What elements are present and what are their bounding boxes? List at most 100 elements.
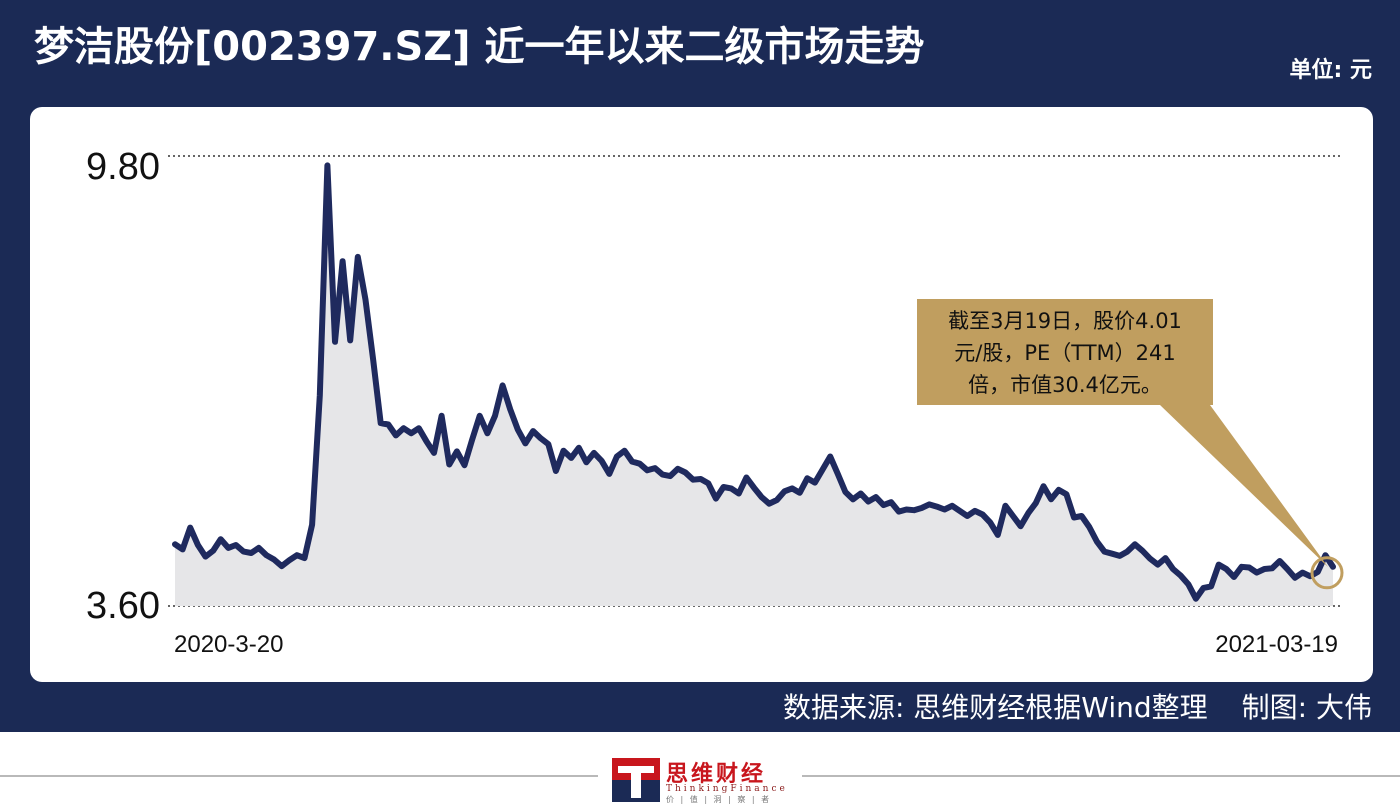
price-point xyxy=(669,475,671,477)
price-area xyxy=(175,165,1333,606)
callout-line-2: 元/股，PE（TTM）241 xyxy=(954,341,1176,365)
footer-rule-left xyxy=(0,775,598,777)
price-point xyxy=(608,473,610,475)
price-point xyxy=(288,559,290,561)
price-point xyxy=(631,461,633,463)
price-point xyxy=(654,467,656,469)
price-point xyxy=(844,491,846,493)
price-point xyxy=(624,450,626,452)
price-point xyxy=(509,408,511,410)
price-point xyxy=(1286,568,1288,570)
price-point xyxy=(982,514,984,516)
price-point xyxy=(639,463,641,465)
price-point xyxy=(1111,553,1113,555)
price-point xyxy=(1126,551,1128,553)
source-line: 数据来源: 思维财经根据Wind整理 制图: 大伟 xyxy=(783,686,1372,726)
x-start-label: 2020-3-20 xyxy=(174,631,283,658)
price-point xyxy=(456,450,458,452)
price-point xyxy=(730,487,732,489)
price-point xyxy=(250,552,252,554)
price-point xyxy=(799,492,801,494)
price-point xyxy=(883,504,885,506)
price-point xyxy=(966,515,968,517)
price-point xyxy=(951,505,953,507)
price-point xyxy=(784,490,786,492)
price-point xyxy=(974,510,976,512)
price-point xyxy=(464,464,466,466)
price-point xyxy=(372,358,374,360)
callout-line-1: 截至3月19日，股价4.01 xyxy=(948,309,1182,333)
price-point xyxy=(479,415,481,417)
chart-frame: 梦洁股份[002397.SZ] 近一年以来二级市场走势 单位: 元 9.80 3… xyxy=(0,0,1400,732)
price-point xyxy=(791,487,793,489)
price-point xyxy=(304,557,306,559)
author-label: 制图: 大伟 xyxy=(1241,691,1372,724)
price-point xyxy=(806,477,808,479)
price-point xyxy=(1058,489,1060,491)
price-point xyxy=(1256,572,1258,574)
price-point xyxy=(928,503,930,505)
price-point xyxy=(1195,598,1197,600)
price-point xyxy=(220,538,222,540)
price-point xyxy=(1172,568,1174,570)
price-point xyxy=(989,522,991,524)
price-point xyxy=(265,554,267,556)
callout-line-3: 倍，市值30.4亿元。 xyxy=(968,373,1162,397)
price-point xyxy=(1157,564,1159,566)
price-point xyxy=(532,430,534,432)
price-point xyxy=(837,473,839,475)
price-point xyxy=(692,479,694,481)
price-point xyxy=(258,547,260,549)
price-point xyxy=(563,450,565,452)
price-point xyxy=(448,464,450,466)
chart-panel: 9.80 3.60 2020-3-20 2021-03-19 截至3月19日，股… xyxy=(30,107,1373,682)
price-point xyxy=(441,415,443,417)
unit-label: 单位: 元 xyxy=(1289,58,1372,83)
price-point xyxy=(1302,572,1304,574)
price-point xyxy=(1134,543,1136,545)
price-point xyxy=(235,544,237,546)
price-point xyxy=(395,434,397,436)
price-point xyxy=(738,493,740,495)
price-point xyxy=(1248,567,1250,569)
price-point xyxy=(1035,502,1037,504)
price-point xyxy=(616,456,618,458)
price-point xyxy=(585,461,587,463)
price-point xyxy=(517,429,519,431)
logo-mark-icon xyxy=(612,758,660,802)
price-point xyxy=(1103,551,1105,553)
price-point xyxy=(700,478,702,480)
price-point xyxy=(829,456,831,458)
price-point xyxy=(723,486,725,488)
price-point xyxy=(1149,558,1151,560)
price-point xyxy=(578,447,580,449)
price-point xyxy=(212,550,214,552)
price-point xyxy=(1088,526,1090,528)
price-point xyxy=(494,415,496,417)
price-point xyxy=(913,509,915,511)
price-point xyxy=(1203,587,1205,589)
price-point xyxy=(227,547,229,549)
price-point xyxy=(1073,517,1075,519)
price-point xyxy=(174,543,176,545)
price-point xyxy=(745,477,747,479)
price-point xyxy=(867,501,869,503)
price-point xyxy=(403,427,405,429)
x-end-label: 2021-03-19 xyxy=(1215,631,1338,658)
price-point xyxy=(281,565,283,567)
price-point xyxy=(921,507,923,509)
price-point xyxy=(243,551,245,553)
price-point xyxy=(875,496,877,498)
chart-title: 梦洁股份[002397.SZ] 近一年以来二级市场走势 xyxy=(34,24,925,70)
price-point xyxy=(486,432,488,434)
price-point xyxy=(189,527,191,529)
price-point xyxy=(547,443,549,445)
price-point xyxy=(1004,505,1006,507)
price-point xyxy=(1241,566,1243,568)
price-point xyxy=(1081,515,1083,517)
price-point xyxy=(182,548,184,550)
price-point xyxy=(433,452,435,454)
price-point xyxy=(959,510,961,512)
callout-box xyxy=(917,299,1213,405)
data-source-label: 数据来源: 思维财经根据Wind整理 xyxy=(782,691,1208,724)
